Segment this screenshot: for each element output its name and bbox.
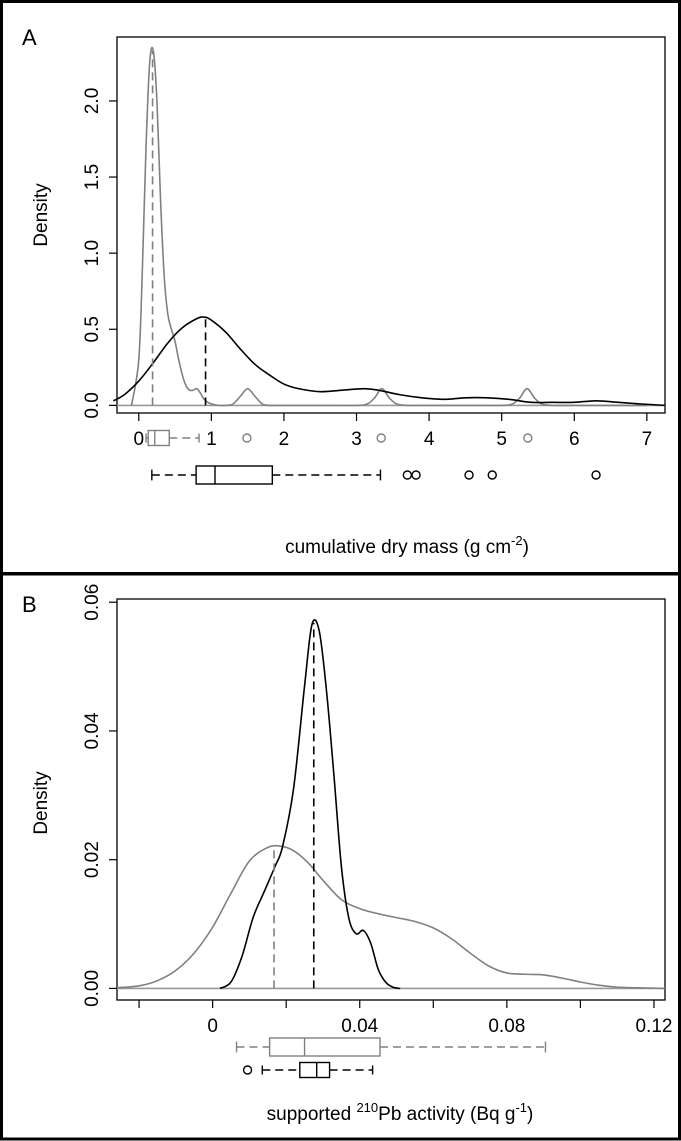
panel-a-ylabel: Density	[31, 183, 52, 247]
panel-a-xtick-label: 6	[569, 429, 580, 450]
panel-a-boxplot-black-outlier	[402, 470, 413, 480]
panel-b-xtick-label: 0.12	[635, 1016, 672, 1037]
panel-a-letter: A	[22, 25, 37, 50]
panel-a-boxplot-black-outlier	[464, 470, 474, 480]
panel-b-ytick-label: 0.04	[82, 712, 103, 749]
panel-a-boxplot-black-outlier	[591, 470, 601, 480]
panel-a-boxplot-grey-box	[147, 429, 170, 447]
panel-b-xtick-label: 0.04	[341, 1016, 378, 1037]
panel-b-xtick-label: 0.08	[488, 1016, 525, 1037]
panel-a-xlabel: cumulative dry mass (g cm-2)	[285, 533, 529, 558]
panel-b-density-curve-black	[219, 619, 401, 990]
panel-a-xtick-label: 0	[133, 429, 144, 450]
panel-b-boxplot-grey-box	[268, 1037, 381, 1057]
panel-a-ytick-label: 0.0	[82, 392, 103, 418]
panel-a-xtick-label: 3	[351, 429, 362, 450]
panel-a-density-curve-black	[112, 316, 666, 407]
panel-a-ytick-label: 2.0	[82, 88, 103, 114]
panel-b-boxplot-black-outlier	[242, 1065, 253, 1075]
panel-b-xlabel: supported 210Pb activity (Bq g-1)	[267, 1100, 534, 1125]
panel-a-density-curve-grey	[130, 46, 647, 407]
panel-a-boxplot-black-outlier	[487, 470, 497, 480]
panel-b-ylabel: Density	[31, 771, 52, 835]
panel-b-xtick-label: 0	[207, 1016, 218, 1037]
panel-a-plot-area	[116, 36, 666, 414]
panel-a-ytick-label: 1.5	[82, 164, 103, 190]
panel-b-boxplot-black-box	[299, 1061, 331, 1079]
panel-a-xtick-label: 1	[206, 429, 217, 450]
panel-a-ytick-label: 1.0	[82, 240, 103, 266]
panel-a-boxplot-black-outlier	[411, 470, 421, 480]
panel-a-boxplot-grey-outlier	[523, 433, 533, 443]
panel-b-plot-area	[116, 598, 666, 1001]
panel-b-ytick-label: 0.02	[82, 841, 103, 878]
panel-b-frame	[0, 572, 681, 1141]
panel-a-xtick-label: 2	[279, 429, 290, 450]
panel-a-boxplot-black-box	[195, 465, 274, 485]
panel-b-ytick-label: 0.00	[82, 970, 103, 1007]
panel-a: A Density cumulative dry mass (g cm-2) 0…	[22, 25, 666, 558]
panel-a-boxplot-grey-outlier	[242, 433, 252, 443]
panel-a-frame	[0, 0, 681, 575]
panel-a-xtick-label: 4	[424, 429, 435, 450]
panel-a-xtick-label: 5	[496, 429, 507, 450]
panel-b-ytick-label: 0.06	[82, 584, 103, 621]
panel-a-boxplot-grey-outlier	[376, 433, 386, 443]
panel-a-xtick-label: 7	[642, 429, 653, 450]
panel-b: B Density supported 210Pb activity (Bq g…	[22, 584, 672, 1125]
panel-a-ytick-label: 0.5	[82, 316, 103, 342]
panel-b-density-curve-grey	[116, 844, 666, 990]
panel-b-letter: B	[22, 592, 37, 617]
